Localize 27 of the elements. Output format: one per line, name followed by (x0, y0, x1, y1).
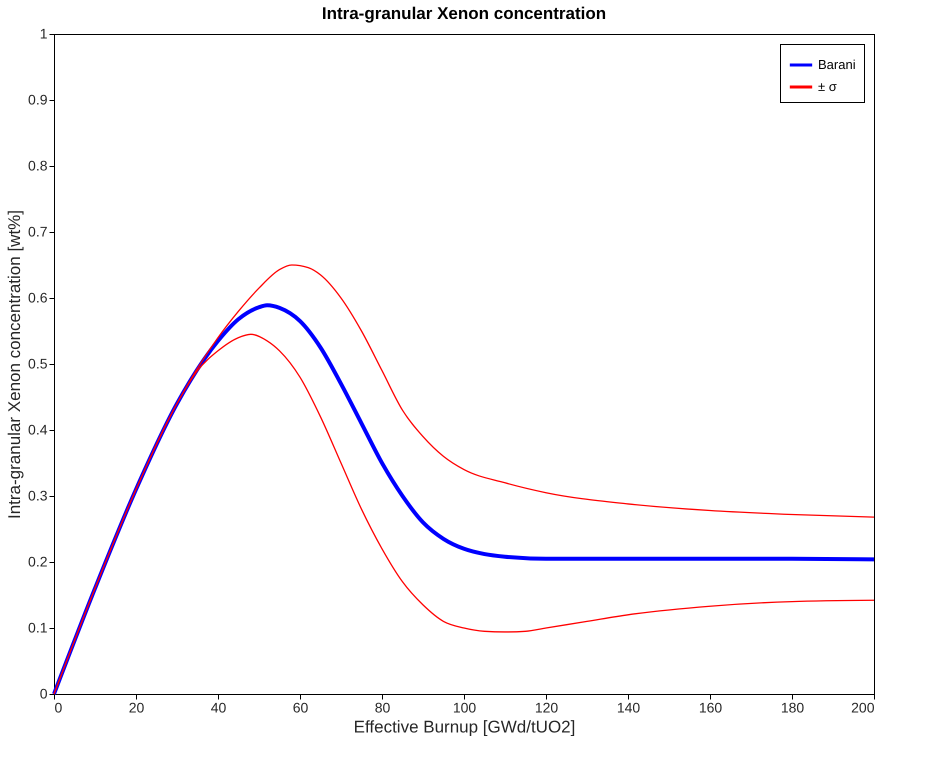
x-tick-label: 60 (292, 700, 308, 716)
y-tick-label: 0 (40, 686, 48, 702)
x-tick-label: 40 (210, 700, 226, 716)
x-tick-label: 100 (452, 700, 476, 716)
legend-label: Barani (818, 57, 856, 72)
x-tick-label: 180 (780, 700, 804, 716)
y-tick-label: 0.9 (28, 92, 48, 108)
y-tick-label: 0.2 (28, 554, 48, 570)
y-tick-label: 0.5 (28, 356, 48, 372)
x-tick-label: 80 (374, 700, 390, 716)
x-tick-label: 200 (851, 700, 875, 716)
y-tick-label: 0.4 (28, 422, 48, 438)
x-axis-title: Effective Burnup [GWd/tUO2] (354, 718, 576, 736)
y-tick-label: 1 (40, 26, 48, 42)
y-tick-label: 0.6 (28, 290, 48, 306)
x-tick-label: 120 (534, 700, 558, 716)
y-tick-label: 0.7 (28, 224, 48, 240)
y-axis-title: Intra-granular Xenon concentration [wt%] (5, 210, 24, 520)
x-tick-label: 140 (616, 700, 640, 716)
x-tick-label: 20 (128, 700, 144, 716)
chart-title: Intra-granular Xenon concentration (322, 4, 606, 23)
y-tick-label: 0.8 (28, 158, 48, 174)
x-tick-label: 160 (698, 700, 722, 716)
legend-label: ± σ (818, 79, 837, 94)
y-tick-label: 0.3 (28, 488, 48, 504)
y-tick-label: 0.1 (28, 620, 48, 636)
x-tick-label: 0 (54, 700, 62, 716)
